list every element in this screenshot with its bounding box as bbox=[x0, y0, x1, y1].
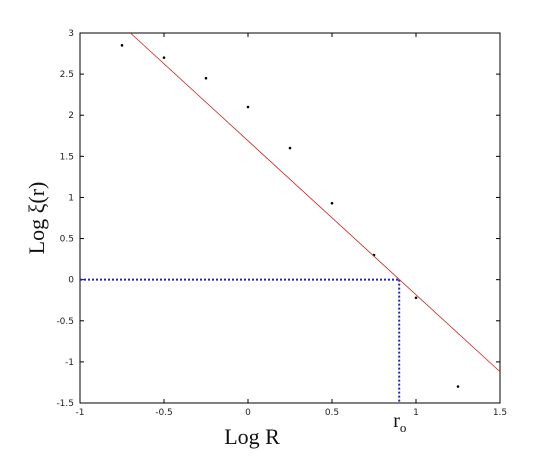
y-axis-label: Log ξ(r) bbox=[24, 182, 49, 255]
reference-label-main: r bbox=[393, 410, 400, 432]
reference-label: ro bbox=[393, 410, 406, 435]
x-tick-label: 0 bbox=[245, 408, 251, 418]
x-tick-label: 0.5 bbox=[325, 408, 339, 418]
plot-frame bbox=[79, 32, 501, 404]
x-axis-label: Log R bbox=[224, 424, 280, 449]
data-point bbox=[120, 44, 124, 47]
y-tick-label: 1.5 bbox=[60, 152, 74, 162]
reference-label-sub: o bbox=[400, 420, 407, 435]
x-tick-label: -1 bbox=[76, 408, 85, 418]
data-point bbox=[246, 105, 250, 109]
y-tick-label: 2 bbox=[68, 111, 74, 121]
fit-line bbox=[130, 32, 501, 373]
y-tick-label: -1 bbox=[65, 358, 74, 368]
x-tick-label: -0.5 bbox=[155, 408, 173, 418]
y-tick-label: 0 bbox=[68, 276, 74, 286]
data-point bbox=[330, 201, 334, 205]
y-tick-label: 1 bbox=[68, 193, 74, 203]
y-tick-label: 0.5 bbox=[60, 235, 74, 245]
y-tick-label: 3 bbox=[68, 29, 74, 39]
data-point bbox=[204, 76, 208, 80]
y-tick-label: -1.5 bbox=[56, 399, 74, 409]
x-tick-label: 1 bbox=[413, 408, 419, 418]
y-tick-label: 2.5 bbox=[60, 70, 74, 80]
data-point bbox=[288, 146, 292, 150]
y-tick-label: -0.5 bbox=[56, 317, 74, 327]
data-point bbox=[162, 56, 166, 59]
data-point bbox=[456, 385, 460, 388]
x-tick-label: 1.5 bbox=[493, 408, 507, 418]
data-point bbox=[414, 296, 418, 300]
